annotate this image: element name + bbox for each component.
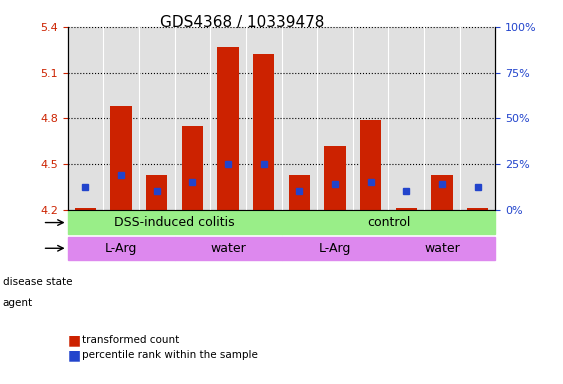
Bar — [360, 120, 381, 210]
Bar — [217, 47, 239, 210]
FancyBboxPatch shape — [282, 237, 388, 260]
Text: GDS4368 / 10339478: GDS4368 / 10339478 — [160, 15, 324, 30]
FancyBboxPatch shape — [424, 27, 460, 210]
Text: agent: agent — [3, 298, 33, 308]
Text: L-Arg: L-Arg — [319, 242, 351, 255]
Bar — [324, 146, 346, 210]
FancyBboxPatch shape — [175, 27, 210, 210]
Text: water: water — [424, 242, 460, 255]
FancyBboxPatch shape — [103, 27, 139, 210]
Bar — [110, 106, 132, 210]
FancyBboxPatch shape — [460, 27, 495, 210]
Text: L-Arg: L-Arg — [105, 242, 137, 255]
FancyBboxPatch shape — [68, 237, 175, 260]
FancyBboxPatch shape — [388, 27, 424, 210]
Text: percentile rank within the sample: percentile rank within the sample — [82, 350, 257, 360]
FancyBboxPatch shape — [282, 211, 495, 234]
FancyBboxPatch shape — [68, 211, 282, 234]
Bar — [146, 175, 167, 210]
FancyBboxPatch shape — [317, 27, 353, 210]
FancyBboxPatch shape — [175, 237, 282, 260]
Text: control: control — [367, 216, 410, 229]
FancyBboxPatch shape — [388, 237, 495, 260]
Bar — [289, 175, 310, 210]
FancyBboxPatch shape — [139, 27, 175, 210]
FancyBboxPatch shape — [246, 27, 282, 210]
Text: transformed count: transformed count — [82, 335, 179, 345]
Text: water: water — [210, 242, 246, 255]
Bar — [253, 54, 274, 210]
Text: disease state: disease state — [3, 277, 72, 287]
Bar — [467, 208, 488, 210]
Bar — [431, 175, 453, 210]
Bar — [396, 208, 417, 210]
FancyBboxPatch shape — [353, 27, 388, 210]
Bar — [75, 208, 96, 210]
Text: ■: ■ — [68, 333, 81, 347]
Text: ■: ■ — [68, 348, 81, 362]
Bar — [182, 126, 203, 210]
FancyBboxPatch shape — [282, 27, 317, 210]
Text: DSS-induced colitis: DSS-induced colitis — [114, 216, 235, 229]
FancyBboxPatch shape — [210, 27, 246, 210]
FancyBboxPatch shape — [68, 27, 103, 210]
